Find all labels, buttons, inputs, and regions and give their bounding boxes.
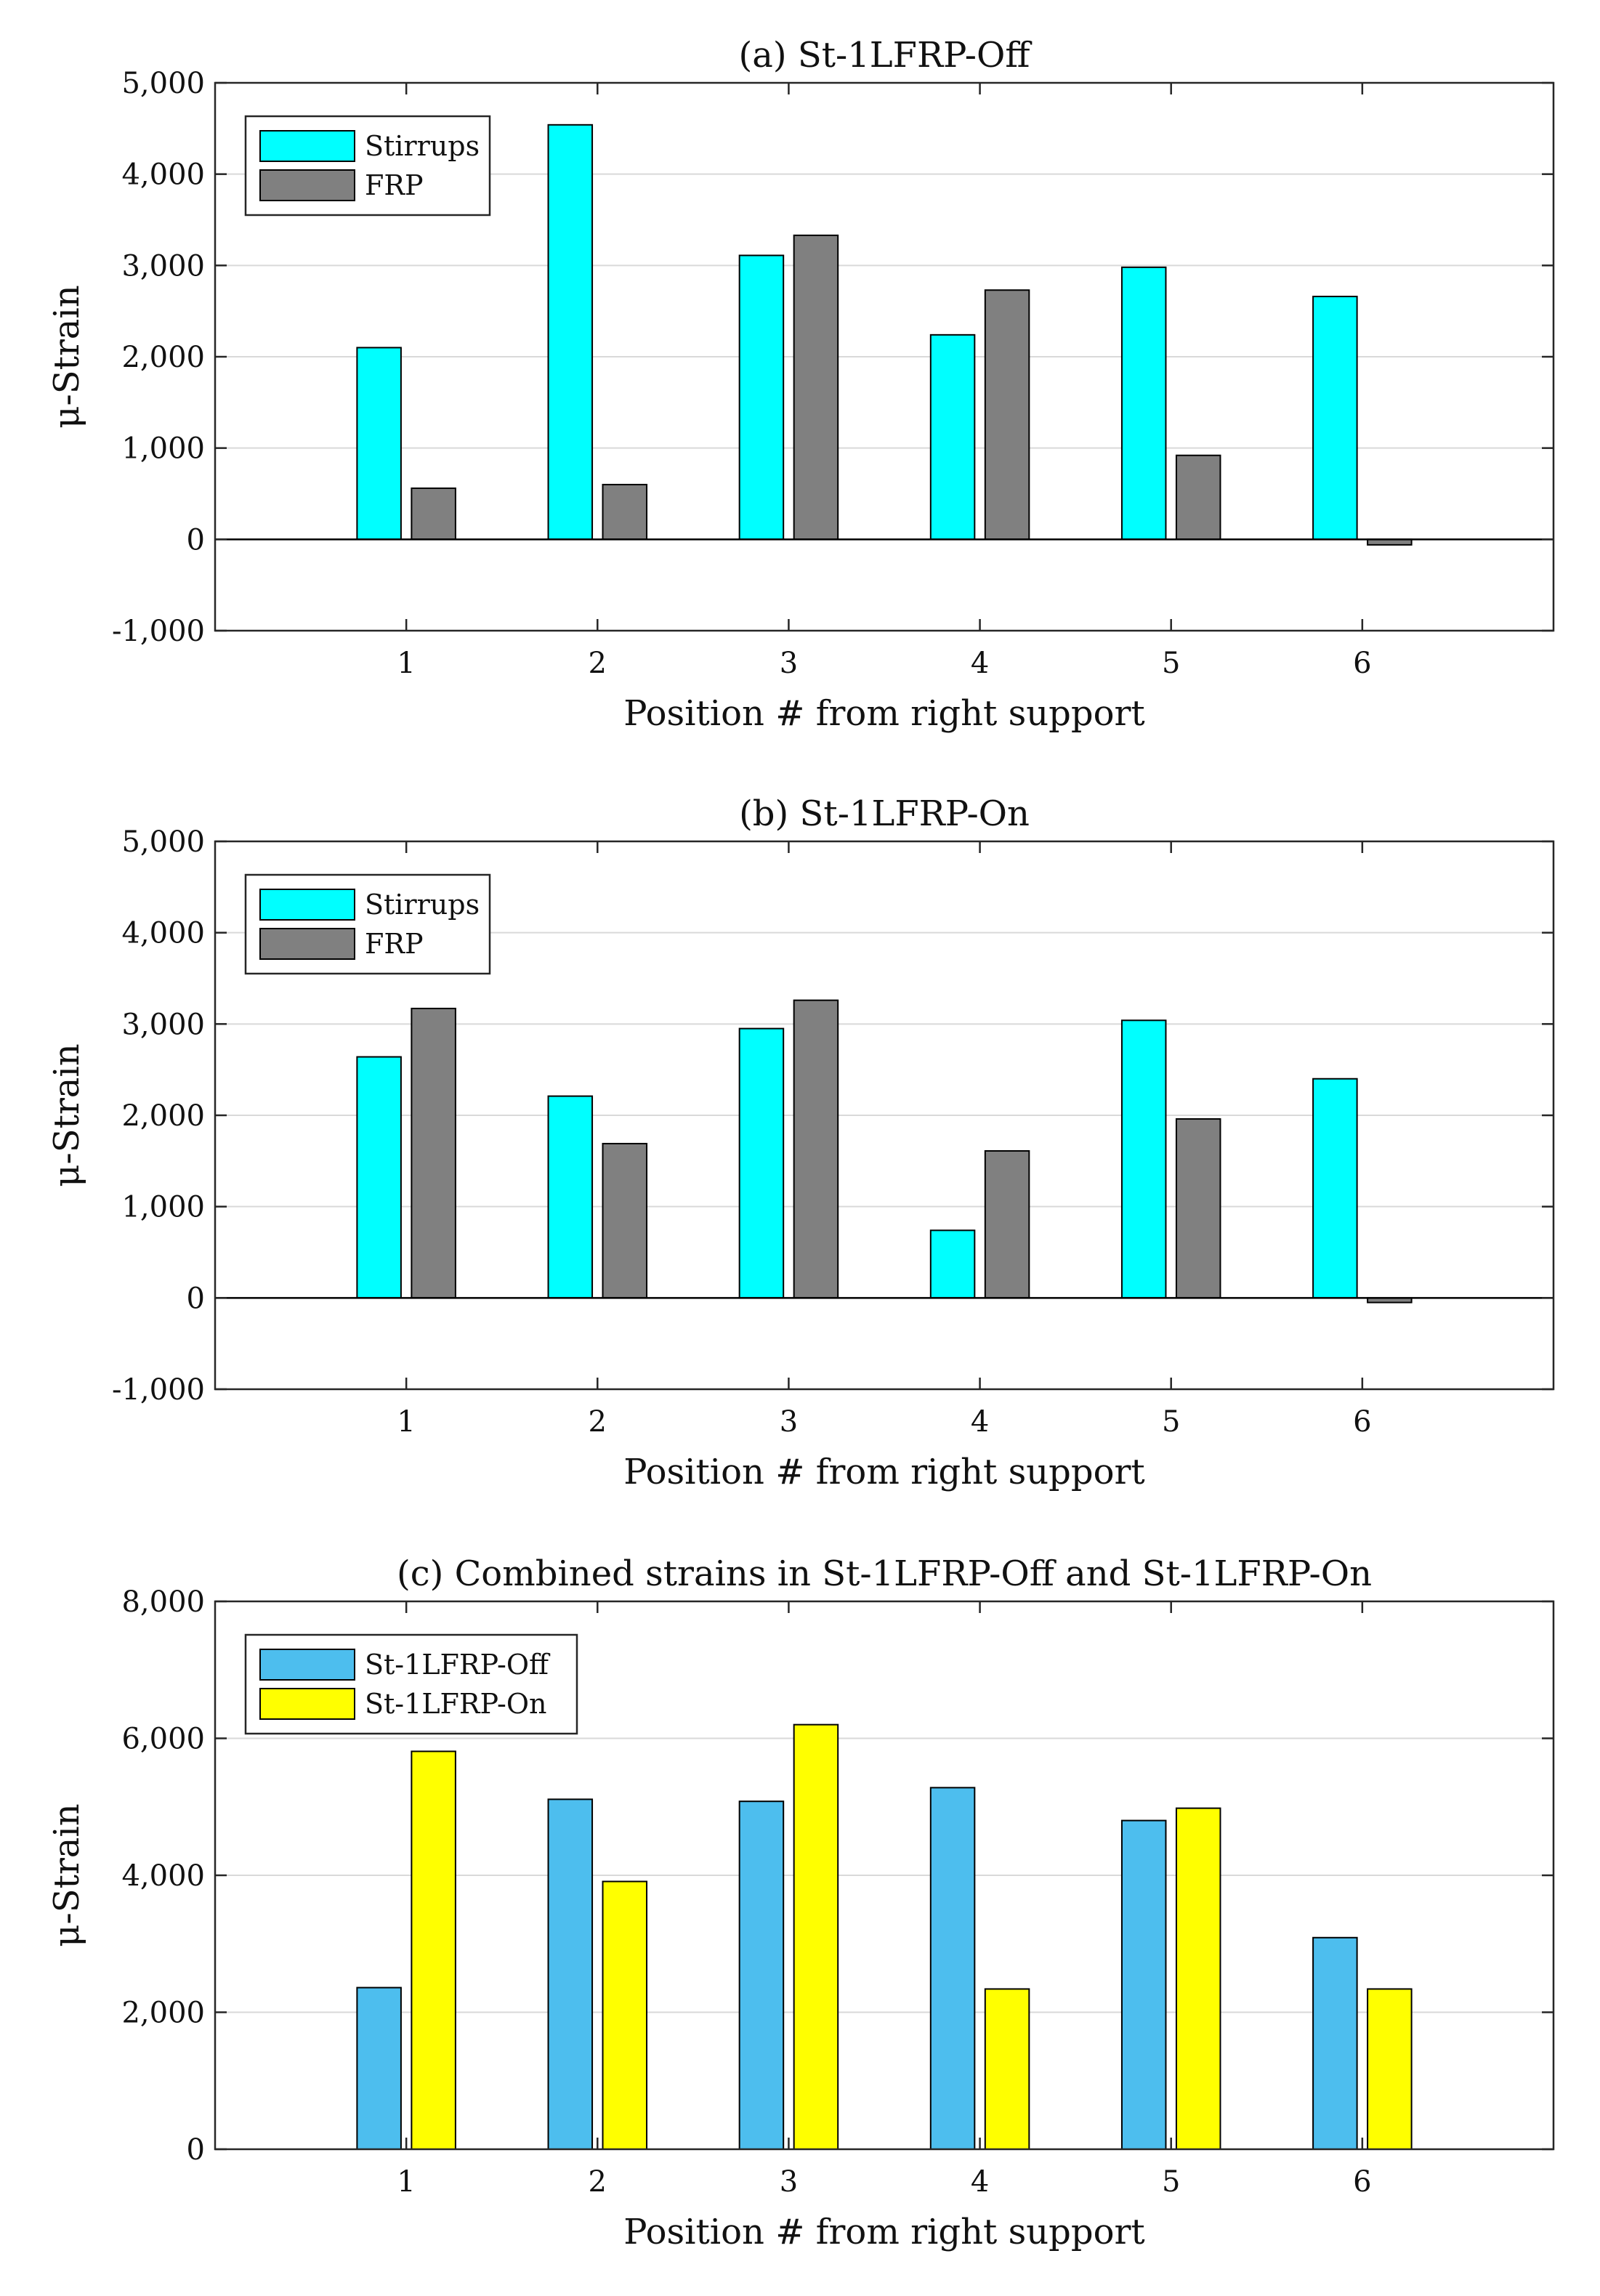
bar-frp-pos-2	[602, 1142, 648, 1299]
x-axis-label: Position # from right support	[623, 1452, 1144, 1492]
legend-swatch	[259, 1688, 355, 1720]
x-tick-label: 1	[397, 2165, 415, 2199]
bar-st-1lfrp-off-pos-3	[738, 1800, 785, 2150]
bar-frp-pos-5	[1175, 454, 1221, 541]
bar-st-1lfrp-on-pos-5	[1175, 1807, 1221, 2150]
legend-entry: Stirrups	[365, 130, 480, 162]
y-axis-label: μ-Strain	[47, 1043, 87, 1187]
chart-title: (c) Combined strains in St-1LFRP-Off and…	[397, 1553, 1372, 1594]
legend-swatch	[259, 1649, 355, 1681]
legend-entry: St-1LFRP-Off	[365, 1649, 551, 1681]
bar-stirrups-pos-1	[356, 1056, 402, 1299]
x-tick-label: 6	[1353, 1405, 1371, 1439]
chart-panel-3: 0 2,000 4,000 6,000 8,000 1 2 3 4 5 6 (c) Combined …	[47, 1553, 1555, 2252]
bar-stirrups-pos-1	[356, 347, 402, 541]
legend-entry: FRP	[365, 928, 424, 960]
x-tick-label: 3	[780, 1405, 798, 1439]
legend-swatch	[259, 130, 355, 162]
y-tick-label: 0	[187, 523, 205, 557]
y-tick-label: 4,000	[121, 1859, 205, 1893]
y-axis-label: μ-Strain	[47, 1803, 87, 1947]
bar-stirrups-pos-6	[1312, 296, 1358, 541]
bar-frp-pos-3	[793, 234, 839, 541]
x-tick-label: 1	[397, 647, 415, 680]
chart-panel-2: -1,000 0 1,000 2,000 3,000 4,000 5,000 1 2 3 4 5 6 (b…	[47, 793, 1555, 1492]
bar-stirrups-pos-4	[929, 1229, 976, 1299]
legend: Stirrups FRP	[244, 873, 491, 975]
x-tick-label: 1	[397, 1405, 415, 1439]
chart-title: (b) St-1LFRP-On	[739, 793, 1030, 834]
x-tick-label: 5	[1162, 647, 1180, 680]
y-tick-label: 6,000	[121, 1723, 205, 1756]
bar-st-1lfrp-off-pos-4	[929, 1787, 976, 2151]
y-tick-label: 4,000	[121, 917, 205, 950]
y-tick-label: 3,000	[121, 249, 205, 283]
y-tick-label: -1,000	[112, 615, 205, 648]
bar-stirrups-pos-3	[738, 1027, 785, 1299]
bar-stirrups-pos-6	[1312, 1078, 1358, 1299]
y-tick-label: 0	[187, 2133, 205, 2167]
bar-st-1lfrp-on-pos-3	[793, 1723, 839, 2150]
legend: Stirrups FRP	[244, 115, 491, 217]
legend-entry: Stirrups	[365, 889, 480, 921]
bar-st-1lfrp-on-pos-6	[1367, 1988, 1413, 2151]
bar-stirrups-pos-4	[929, 334, 976, 541]
bar-st-1lfrp-on-pos-4	[984, 1988, 1030, 2151]
legend-swatch	[259, 889, 355, 921]
x-tick-label: 2	[589, 1405, 607, 1439]
legend-swatch	[259, 169, 355, 201]
bar-frp-pos-3	[793, 999, 839, 1299]
x-tick-label: 6	[1353, 647, 1371, 680]
y-tick-label: 5,000	[121, 67, 205, 100]
legend-swatch	[259, 928, 355, 960]
bar-stirrups-pos-2	[547, 124, 594, 541]
x-tick-label: 3	[780, 647, 798, 680]
bar-frp-pos-1	[411, 487, 456, 541]
x-tick-label: 6	[1353, 2165, 1371, 2199]
x-tick-label: 4	[971, 1405, 989, 1439]
x-axis-label: Position # from right support	[623, 693, 1144, 734]
bar-frp-pos-5	[1175, 1118, 1221, 1299]
y-tick-label: 1,000	[121, 432, 205, 466]
bar-st-1lfrp-off-pos-2	[547, 1798, 594, 2151]
x-tick-label: 5	[1162, 2165, 1180, 2199]
x-tick-label: 4	[971, 647, 989, 680]
y-tick-label: -1,000	[112, 1373, 205, 1407]
y-tick-label: 8,000	[121, 1585, 205, 1619]
y-tick-label: 2,000	[121, 341, 205, 374]
bar-stirrups-pos-2	[547, 1095, 594, 1299]
x-tick-label: 4	[971, 2165, 989, 2199]
x-tick-label: 2	[589, 647, 607, 680]
x-axis-label: Position # from right support	[623, 2212, 1144, 2252]
bar-st-1lfrp-on-pos-1	[411, 1750, 456, 2150]
y-tick-label: 3,000	[121, 1008, 205, 1041]
bar-stirrups-pos-5	[1120, 1019, 1167, 1299]
legend-entry: FRP	[365, 169, 424, 201]
bar-st-1lfrp-off-pos-5	[1120, 1819, 1167, 2151]
y-tick-label: 5,000	[121, 825, 205, 859]
x-tick-label: 2	[589, 2165, 607, 2199]
bar-frp-pos-4	[984, 289, 1030, 541]
bar-stirrups-pos-3	[738, 254, 785, 541]
legend-entry: St-1LFRP-On	[365, 1688, 547, 1720]
bar-frp-pos-2	[602, 483, 648, 541]
x-tick-label: 5	[1162, 1405, 1180, 1439]
y-tick-label: 1,000	[121, 1191, 205, 1224]
y-tick-label: 2,000	[121, 1099, 205, 1133]
bar-stirrups-pos-5	[1120, 266, 1167, 541]
bar-frp-pos-4	[984, 1150, 1030, 1299]
y-tick-label: 0	[187, 1282, 205, 1315]
bar-st-1lfrp-off-pos-1	[356, 1986, 402, 2151]
y-tick-label: 4,000	[121, 158, 205, 192]
bar-frp-pos-1	[411, 1007, 456, 1299]
bar-st-1lfrp-off-pos-6	[1312, 1936, 1358, 2151]
x-tick-label: 3	[780, 2165, 798, 2199]
bar-st-1lfrp-on-pos-2	[602, 1880, 648, 2150]
legend: St-1LFRP-Off St-1LFRP-On	[244, 1633, 578, 1735]
chart-panel-1: -1,000 0 1,000 2,000 3,000 4,000 5,000 1 2 3 4 5 6 (a…	[47, 35, 1555, 734]
chart-title: (a) St-1LFRP-Off	[739, 35, 1033, 76]
y-tick-label: 2,000	[121, 1997, 205, 2030]
y-axis-label: μ-Strain	[47, 285, 87, 428]
